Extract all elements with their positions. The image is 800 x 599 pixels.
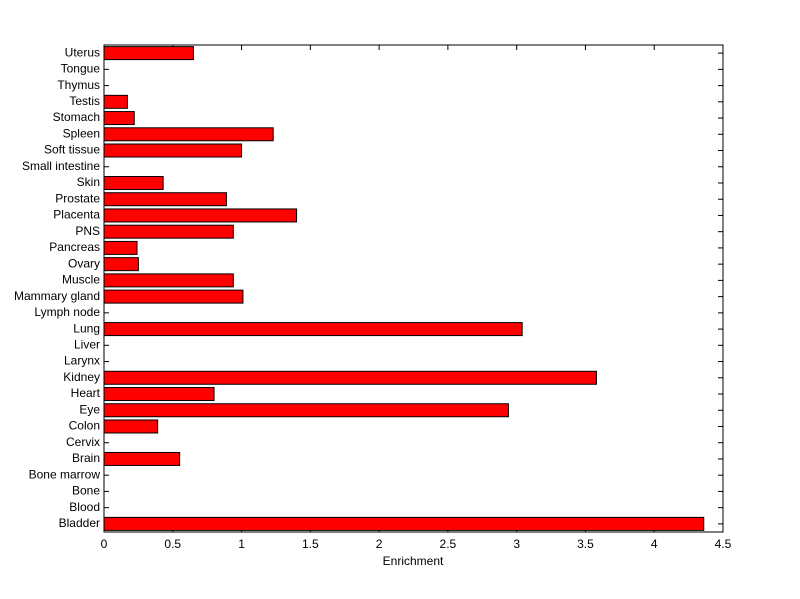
- bar: [103, 224, 234, 239]
- bar: [103, 419, 159, 434]
- bar: [103, 322, 523, 337]
- bar: [103, 127, 274, 142]
- y-tick-label: Stomach: [53, 110, 100, 124]
- x-tick-label: 2: [376, 537, 383, 551]
- y-tick-label: Liver: [74, 337, 100, 351]
- bar: [103, 257, 139, 272]
- y-tick-label: Kidney: [63, 370, 100, 384]
- y-tick-label: Prostate: [55, 191, 100, 205]
- bar: [103, 451, 181, 466]
- y-tick-label: Skin: [77, 175, 100, 189]
- bar: [103, 273, 234, 288]
- x-tick-label: 4.5: [715, 537, 732, 551]
- x-tick-label: 2.5: [440, 537, 457, 551]
- y-tick-label: Colon: [69, 419, 100, 433]
- y-tick-label: Lung: [73, 321, 100, 335]
- y-tick-label: Soft tissue: [44, 143, 100, 157]
- x-tick-label: 3.5: [577, 537, 594, 551]
- y-tick-label: Bone: [72, 484, 100, 498]
- bar: [103, 175, 164, 190]
- y-tick-label: Bone marrow: [29, 467, 101, 481]
- y-tick-label: Muscle: [62, 273, 100, 287]
- y-tick-label: Placenta: [53, 208, 100, 222]
- y-tick-label: Testis: [69, 94, 100, 108]
- bar: [103, 370, 597, 385]
- bar: [103, 403, 509, 418]
- bar: [103, 387, 215, 402]
- bar: [103, 240, 138, 255]
- plot-area: [103, 44, 724, 533]
- bar: [103, 46, 194, 61]
- y-tick-label: Tongue: [61, 62, 101, 76]
- y-tick-label: Bladder: [59, 516, 100, 530]
- x-tick-label: 4: [651, 537, 658, 551]
- x-axis-label: Enrichment: [383, 554, 444, 568]
- y-tick-label: Eye: [79, 402, 100, 416]
- x-tick-label: 3: [513, 537, 520, 551]
- y-tick-label: Thymus: [57, 78, 100, 92]
- y-tick-label: Small intestine: [22, 159, 100, 173]
- y-tick-label: Cervix: [66, 435, 100, 449]
- x-tick-label: 0.5: [164, 537, 181, 551]
- y-tick-label: Brain: [72, 451, 100, 465]
- y-tick-label: PNS: [75, 224, 100, 238]
- y-tick-label: Spleen: [63, 126, 100, 140]
- bar: [103, 111, 135, 126]
- bar: [103, 143, 243, 158]
- y-tick-label: Mammary gland: [14, 289, 100, 303]
- y-tick-label: Uterus: [65, 45, 100, 59]
- y-tick-label: Pancreas: [49, 240, 100, 254]
- x-tick-label: 1.5: [302, 537, 319, 551]
- bar: [103, 289, 244, 304]
- x-tick-label: 0: [101, 537, 108, 551]
- y-tick-label: Lymph node: [34, 305, 100, 319]
- x-tick-label: 1: [238, 537, 245, 551]
- bar: [103, 516, 705, 531]
- y-tick-label: Ovary: [68, 256, 100, 270]
- y-tick-label: Larynx: [64, 354, 100, 368]
- y-tick-label: Heart: [71, 386, 101, 400]
- bar: [103, 192, 227, 207]
- bar: [103, 208, 298, 223]
- y-tick-label: Blood: [69, 500, 100, 514]
- bar: [103, 94, 128, 109]
